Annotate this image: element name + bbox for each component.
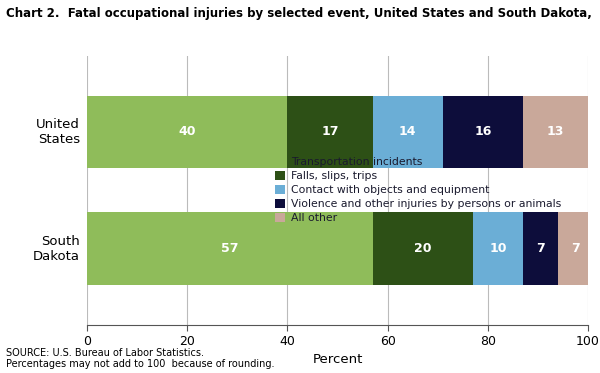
- Text: 17: 17: [321, 125, 339, 138]
- Bar: [523, 95, 588, 168]
- X-axis label: Percent: Percent: [313, 354, 362, 367]
- Text: 7: 7: [571, 242, 580, 255]
- Text: SOURCE: U.S. Bureau of Labor Statistics.
Percentages may not add to 100  because: SOURCE: U.S. Bureau of Labor Statistics.…: [6, 348, 275, 369]
- Bar: [87, 212, 373, 285]
- Text: 13: 13: [547, 125, 564, 138]
- Bar: [473, 212, 523, 285]
- Bar: [287, 95, 373, 168]
- Legend: Transportation incidents, Falls, slips, trips, Contact with objects and equipmen: Transportation incidents, Falls, slips, …: [270, 153, 565, 228]
- Bar: [87, 95, 287, 168]
- Bar: [443, 95, 523, 168]
- Bar: [558, 212, 593, 285]
- Text: 14: 14: [399, 125, 416, 138]
- Bar: [373, 95, 443, 168]
- Text: 10: 10: [489, 242, 506, 255]
- Text: 57: 57: [221, 242, 239, 255]
- Bar: [523, 212, 558, 285]
- Text: Chart 2.  Fatal occupational injuries by selected event, United States and South: Chart 2. Fatal occupational injuries by …: [6, 7, 600, 21]
- Bar: [373, 212, 473, 285]
- Text: 20: 20: [414, 242, 431, 255]
- Text: 40: 40: [178, 125, 196, 138]
- Text: 16: 16: [474, 125, 491, 138]
- Text: 7: 7: [536, 242, 545, 255]
